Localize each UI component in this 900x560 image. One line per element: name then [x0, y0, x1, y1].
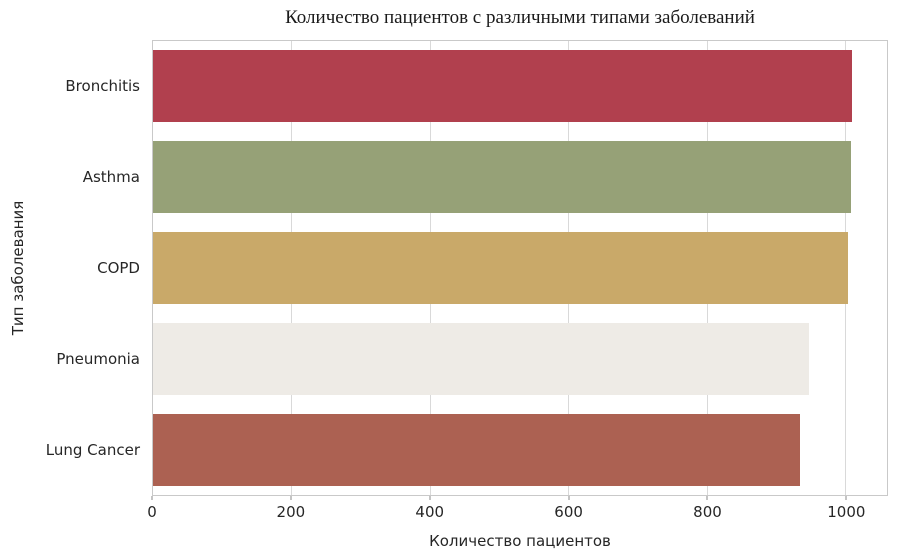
- bar-pneumonia: [153, 322, 809, 395]
- y-category-labels: Bronchitis Asthma COPD Pneumonia Lung Cancer: [0, 40, 140, 496]
- bar-asthma: [153, 141, 851, 214]
- x-axis: 0 200 400 600 800 1000: [147, 496, 888, 526]
- chart-title: Количество пациентов с различными типами…: [285, 7, 755, 28]
- x-tick-label-800: 800: [693, 503, 722, 521]
- x-tick-mark-400: [429, 496, 431, 500]
- y-tick-label-asthma: Asthma: [82, 167, 140, 186]
- plot-area: [152, 40, 888, 496]
- x-axis-label: Количество пациентов: [429, 532, 611, 550]
- x-tick-mark-0: [151, 496, 153, 500]
- x-tick-mark-200: [290, 496, 292, 500]
- x-tick-label-600: 600: [554, 503, 583, 521]
- x-tick-mark-800: [706, 496, 708, 500]
- x-tick-label-1000: 1000: [827, 503, 866, 521]
- bar-bronchitis: [153, 50, 853, 123]
- y-tick-label-bronchitis: Bronchitis: [65, 76, 140, 95]
- bar-copd: [153, 231, 848, 304]
- y-tick-label-copd: COPD: [97, 259, 140, 277]
- y-tick-label-lung-cancer: Lung Cancer: [45, 441, 140, 460]
- x-tick-label-400: 400: [415, 503, 445, 521]
- x-tick-label-0: 0: [147, 503, 157, 521]
- x-tick-mark-600: [568, 496, 570, 500]
- bar-lung-cancer: [153, 413, 801, 486]
- x-tick-mark-1000: [845, 496, 847, 500]
- x-tick-label-200: 200: [276, 503, 306, 521]
- y-tick-label-pneumonia: Pneumonia: [56, 350, 140, 369]
